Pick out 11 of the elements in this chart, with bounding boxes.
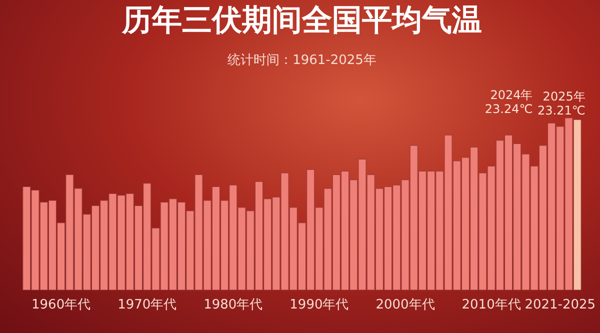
x-tick-label: 1980年代 bbox=[204, 298, 263, 312]
x-tick-label: 2000年代 bbox=[376, 298, 435, 312]
text: 2024年 23.24℃ bbox=[484, 88, 533, 116]
x-tick-label: 1960年代 bbox=[32, 298, 91, 312]
chart-subtitle: 统计时间：1961-2025年 bbox=[228, 52, 376, 68]
text: 2025年 23.21℃ bbox=[538, 90, 586, 118]
x-tick-label: 1970年代 bbox=[118, 298, 177, 312]
x-tick-label: 2021-2025 bbox=[524, 298, 596, 312]
chart-title: 历年三伏期间全国平均气温 bbox=[121, 2, 482, 38]
x-tick-label: 1990年代 bbox=[290, 298, 349, 312]
x-tick-label: 2010年代 bbox=[462, 298, 521, 312]
